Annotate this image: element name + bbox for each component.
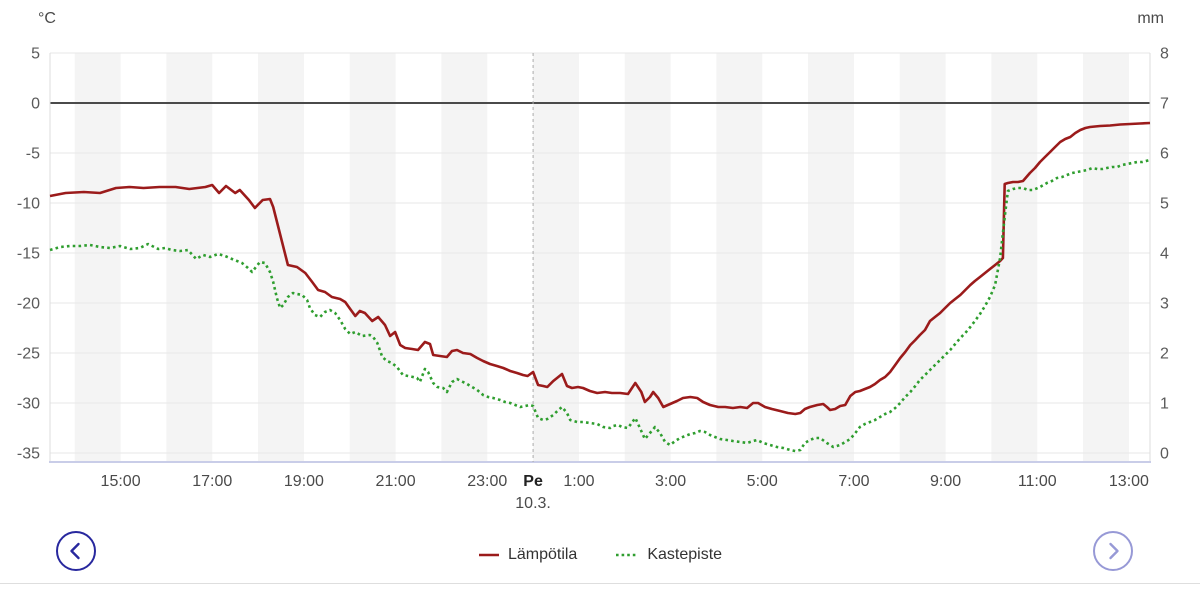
legend-item-temperature: Lämpötila xyxy=(478,546,577,564)
chevron-left-icon xyxy=(70,542,80,560)
x-tick-label: 21:00 xyxy=(376,473,416,490)
hour-band xyxy=(74,53,121,462)
hour-band xyxy=(533,53,579,462)
dewpoint-dotted-swatch xyxy=(616,553,639,557)
bottom-divider xyxy=(0,583,1200,584)
hour-band xyxy=(899,53,946,462)
hour-band xyxy=(624,53,671,462)
x-tick-label: 9:00 xyxy=(930,473,961,490)
hour-band xyxy=(441,53,488,462)
y-right-tick-label: 4 xyxy=(1160,246,1169,263)
x-tick-label: 3:00 xyxy=(655,473,686,490)
x-tick-label: 1:00 xyxy=(563,473,594,490)
y-left-tick-label: -10 xyxy=(17,196,40,213)
hour-band xyxy=(991,53,1038,462)
temperature-line-swatch xyxy=(478,553,499,557)
y-right-tick-label: 3 xyxy=(1160,296,1169,313)
previous-day-button[interactable] xyxy=(56,531,96,571)
y-left-tick-label: -15 xyxy=(17,246,40,263)
day-marker-label: Pe xyxy=(523,473,543,490)
temperature-dewpoint-chart[interactable]: 5 0 -5 -10 -15 -20 -25 -30 -35 8 7 6 5 4 3 2 1 0 15:00 17:0… xyxy=(0,0,1200,520)
hour-band xyxy=(1083,53,1129,462)
y-right-tick-label: 6 xyxy=(1160,146,1169,163)
temperature-line xyxy=(49,121,1151,416)
x-tick-label: 15:00 xyxy=(101,473,141,490)
y-left-tick-label: -30 xyxy=(17,396,40,413)
hour-band xyxy=(258,53,304,462)
legend-label-temperature: Lämpötila xyxy=(507,546,578,563)
x-tick-label: 19:00 xyxy=(284,473,324,490)
hour-band xyxy=(808,53,854,462)
y-left-tick-label: -20 xyxy=(17,296,40,313)
x-tick-label: 23:00 xyxy=(467,473,507,490)
next-day-button[interactable] xyxy=(1093,531,1133,571)
right-axis-unit: mm xyxy=(1137,10,1164,27)
y-right-tick-label: 8 xyxy=(1160,46,1169,63)
x-tick-label: 7:00 xyxy=(838,473,869,490)
legend-item-dewpoint: Kastepiste xyxy=(615,546,722,564)
y-left-tick-label: -35 xyxy=(17,446,40,463)
y-left-tick-label: 0 xyxy=(31,96,40,113)
left-axis-unit: °C xyxy=(38,10,56,27)
y-left-tick-label: 5 xyxy=(31,46,40,63)
x-tick-label: 13:00 xyxy=(1109,473,1149,490)
x-tick-label: 5:00 xyxy=(747,473,778,490)
day-marker-date: 10.3. xyxy=(515,495,551,512)
y-left-tick-label: -25 xyxy=(17,346,40,363)
hour-band xyxy=(349,53,396,462)
chevron-right-icon xyxy=(1109,542,1119,560)
y-right-tick-label: 0 xyxy=(1160,446,1169,463)
x-tick-label: 17:00 xyxy=(192,473,232,490)
x-tick-label: 11:00 xyxy=(1018,473,1057,490)
hour-band xyxy=(166,53,213,462)
legend-label-dewpoint: Kastepiste xyxy=(647,546,723,563)
y-right-tick-label: 1 xyxy=(1160,396,1169,413)
dewpoint-line xyxy=(49,158,1151,453)
hour-band xyxy=(716,53,763,462)
y-right-tick-label: 5 xyxy=(1160,196,1169,213)
y-right-tick-label: 7 xyxy=(1160,96,1169,113)
y-left-tick-label: -5 xyxy=(26,146,40,163)
legend: Lämpötila Kastepiste xyxy=(0,546,1200,564)
y-right-tick-label: 2 xyxy=(1160,346,1169,363)
